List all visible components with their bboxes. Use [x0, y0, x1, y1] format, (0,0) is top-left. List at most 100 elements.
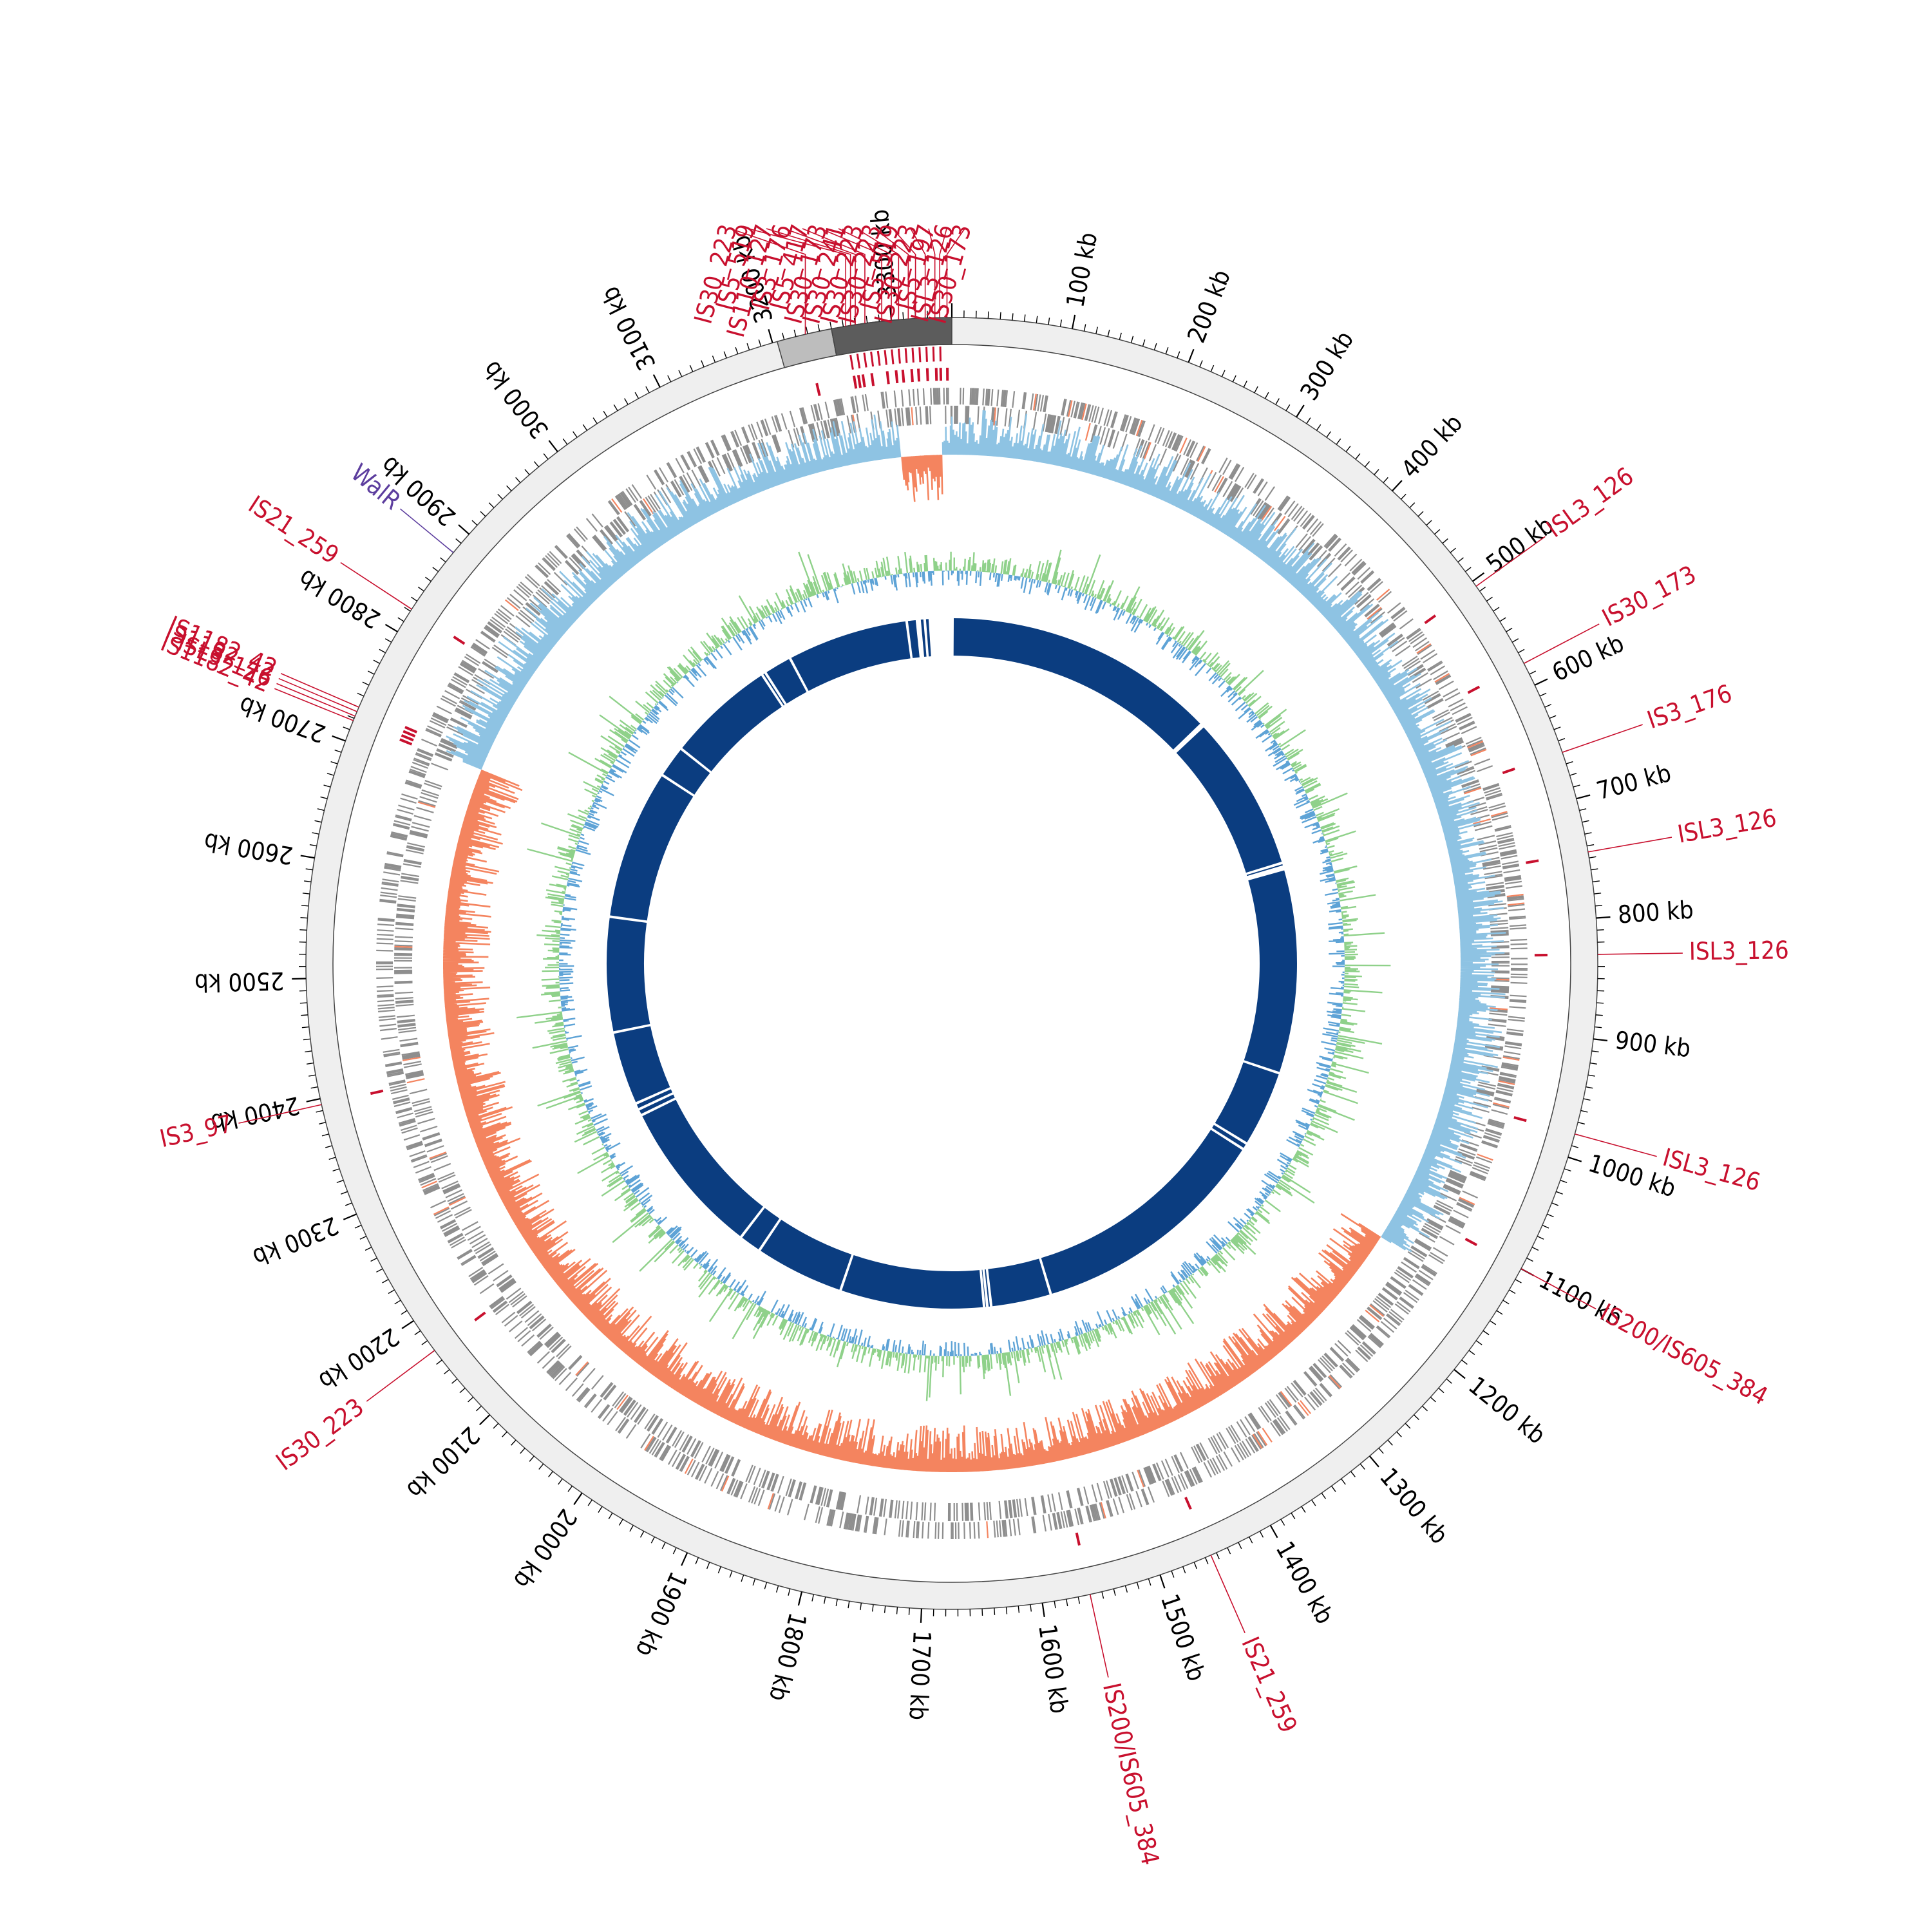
- minor-tick: [608, 1512, 613, 1520]
- is-element-leader: [802, 228, 866, 324]
- tick-label: 300 kb: [1294, 326, 1359, 405]
- major-tick: [1454, 1368, 1466, 1379]
- minor-tick: [1475, 1340, 1482, 1345]
- contig-segment: [614, 1026, 670, 1103]
- minor-tick: [515, 477, 521, 484]
- minor-tick: [1549, 715, 1557, 719]
- is-element-mark: [886, 371, 890, 384]
- minor-tick: [1468, 1350, 1475, 1356]
- minor-tick: [701, 360, 705, 368]
- tick-label: 1600 kb: [1033, 1622, 1074, 1715]
- contig-segment: [925, 619, 931, 657]
- minor-tick: [1359, 1463, 1365, 1470]
- minor-tick: [384, 638, 392, 643]
- minor-tick: [524, 469, 530, 475]
- minor-tick: [1587, 1074, 1595, 1077]
- minor-tick: [1177, 351, 1180, 359]
- is-element-leader: [1089, 1594, 1109, 1678]
- minor-tick: [365, 1246, 372, 1251]
- backbone-region: [831, 317, 952, 356]
- minor-tick: [318, 1122, 326, 1125]
- minor-tick: [1326, 431, 1331, 438]
- gc-skew-negative: [442, 455, 1381, 1473]
- is-element-leader: [1210, 1555, 1245, 1634]
- minor-tick: [1400, 493, 1406, 500]
- minor-tick: [695, 1557, 699, 1564]
- minor-tick: [1499, 617, 1506, 622]
- minor-tick: [603, 410, 608, 418]
- is-element-leader: [856, 228, 900, 320]
- minor-tick: [1311, 1499, 1316, 1506]
- minor-tick: [330, 761, 338, 764]
- major-tick: [292, 978, 307, 980]
- minor-tick: [1515, 1278, 1522, 1283]
- is-element-mark: [925, 368, 929, 381]
- minor-tick: [1119, 332, 1122, 340]
- minor-tick: [354, 1224, 362, 1229]
- minor-tick: [451, 1378, 458, 1384]
- minor-tick: [1280, 1519, 1285, 1526]
- minor-tick: [835, 1598, 838, 1607]
- minor-tick: [302, 893, 310, 895]
- minor-tick: [1438, 1387, 1444, 1394]
- minor-tick: [301, 1014, 308, 1016]
- gc-content-track: [516, 549, 1391, 1401]
- contig-segment: [663, 750, 710, 795]
- minor-tick: [1566, 761, 1573, 764]
- minor-tick: [1586, 1086, 1593, 1089]
- is-element-leader: [766, 228, 851, 326]
- is-element-track: [370, 346, 1548, 1546]
- contig-segment: [1215, 1062, 1279, 1142]
- minor-tick: [1199, 360, 1203, 368]
- minor-tick: [1582, 820, 1589, 823]
- tick-label: 1700 kb: [904, 1630, 936, 1721]
- minor-tick: [788, 1588, 791, 1596]
- tick-label: 2000 kb: [508, 1504, 583, 1593]
- major-tick: [1269, 1524, 1278, 1539]
- is-element-leader: [730, 228, 806, 335]
- minor-tick: [1417, 511, 1424, 517]
- minor-tick: [1414, 1414, 1419, 1421]
- minor-tick: [811, 1594, 815, 1602]
- minor-tick: [1479, 587, 1486, 592]
- minor-tick: [1450, 547, 1456, 553]
- minor-tick: [1301, 1506, 1306, 1513]
- gene-annotation-leader: [399, 508, 454, 553]
- minor-tick: [314, 820, 322, 823]
- minor-tick: [752, 1578, 756, 1586]
- minor-tick: [741, 1575, 744, 1582]
- minor-tick: [1216, 1552, 1220, 1560]
- minor-tick: [1030, 1604, 1032, 1612]
- minor-tick: [1409, 502, 1416, 508]
- minor-tick: [1165, 347, 1169, 354]
- is-element-mark: [932, 346, 935, 362]
- minor-tick: [1526, 1257, 1533, 1262]
- minor-tick: [1210, 365, 1215, 372]
- minor-tick: [310, 1086, 318, 1089]
- is-element-mark: [870, 373, 875, 386]
- minor-tick: [1355, 453, 1361, 460]
- minor-tick: [1422, 1405, 1428, 1412]
- minor-tick: [401, 1310, 408, 1315]
- minor-tick: [506, 485, 512, 491]
- is-element-mark: [925, 346, 928, 362]
- minor-tick: [592, 417, 598, 424]
- contig-segment: [981, 1269, 987, 1307]
- minor-tick: [379, 649, 386, 654]
- contig-segment: [763, 673, 785, 706]
- is-element-mark: [857, 375, 862, 388]
- minor-tick: [421, 1340, 428, 1345]
- tick-label: 900 kb: [1614, 1026, 1692, 1063]
- is-element-label: IS3_97: [157, 1109, 235, 1153]
- minor-tick: [325, 1145, 332, 1148]
- minor-tick: [1537, 1236, 1544, 1240]
- backbone-region: [776, 328, 837, 368]
- minor-tick: [394, 1300, 401, 1305]
- minor-tick: [1578, 1122, 1586, 1125]
- minor-tick: [650, 1537, 655, 1544]
- minor-tick: [1542, 1224, 1549, 1229]
- minor-tick: [1556, 1191, 1563, 1195]
- minor-tick: [1083, 324, 1086, 332]
- contig-segment: [791, 621, 911, 691]
- minor-tick: [1592, 880, 1600, 883]
